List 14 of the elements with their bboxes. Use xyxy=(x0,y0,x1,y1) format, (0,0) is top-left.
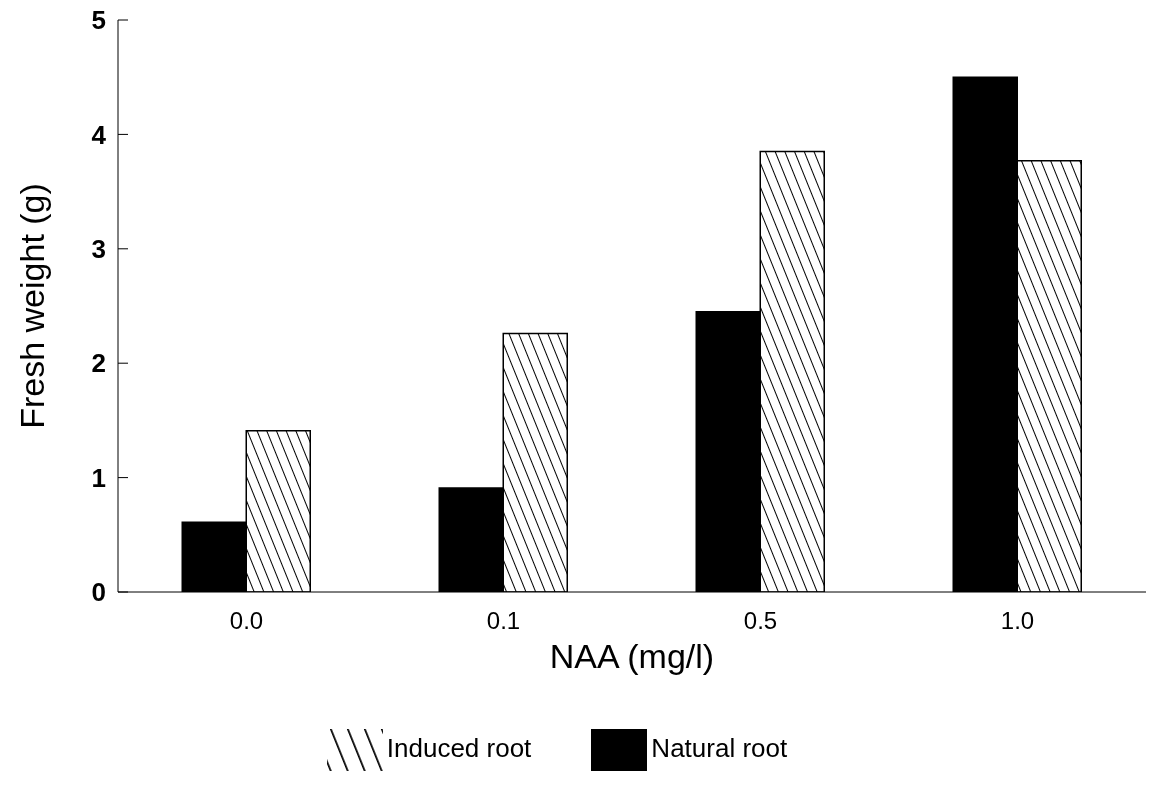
y-tick-label: 3 xyxy=(91,234,106,265)
legend-label: Natural root xyxy=(651,732,788,763)
y-tick-label: 5 xyxy=(91,5,106,36)
y-tick-label: 1 xyxy=(91,462,106,493)
legend-label: Induced root xyxy=(386,732,532,763)
y-tick-label: 0 xyxy=(91,577,106,608)
y-tick-label: 4 xyxy=(91,119,107,150)
y-tick-label: 2 xyxy=(91,348,106,379)
x-tick-label: 0.5 xyxy=(743,607,778,635)
x-tick-label: 1.0 xyxy=(1000,607,1035,635)
x-tick-label: 0.1 xyxy=(486,607,521,635)
y-axis-title: Fresh weight (g) xyxy=(13,183,52,429)
x-tick-label: 0.0 xyxy=(229,607,264,635)
x-axis-title: NAA (mg/l) xyxy=(549,637,715,675)
